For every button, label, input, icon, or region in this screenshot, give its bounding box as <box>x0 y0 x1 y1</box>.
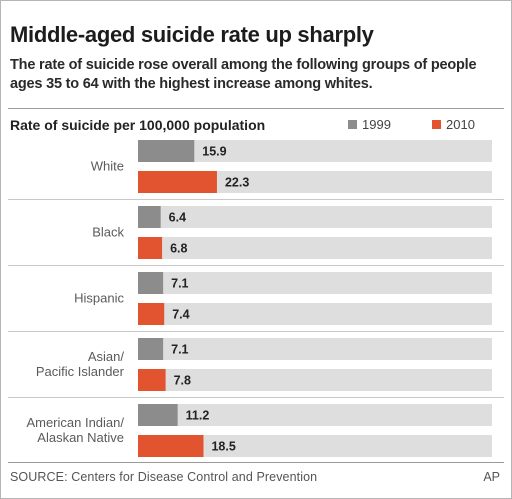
bar-track <box>138 206 492 228</box>
footer-divider <box>8 462 504 463</box>
category-label: White <box>91 159 124 174</box>
data-label-1999: 6.4 <box>169 211 186 225</box>
data-label-1999: 7.1 <box>171 277 188 291</box>
source-note: SOURCE: Centers for Disease Control and … <box>10 470 318 484</box>
value-axis-label: Rate of suicide per 100,000 population <box>10 117 266 133</box>
bar-2010 <box>138 435 204 457</box>
credit-label: AP <box>483 470 500 484</box>
category-label: Alaskan Native <box>37 430 124 445</box>
bar-track <box>138 140 492 162</box>
legend-item-1999: 1999 <box>348 117 391 132</box>
chart-subtitle: The rate of suicide rose overall among t… <box>10 57 477 92</box>
category-label: Pacific Islander <box>36 364 125 379</box>
bar-track <box>138 171 492 193</box>
chart-title: Middle-aged suicide rate up sharply <box>10 22 374 47</box>
legend-label-1999: 1999 <box>362 117 391 132</box>
bar-1999 <box>138 338 164 360</box>
bar-track <box>138 435 492 457</box>
bar-track <box>138 237 492 259</box>
bar-track <box>138 369 492 391</box>
data-label-2010: 7.4 <box>172 308 189 322</box>
legend-swatch-2010 <box>432 120 441 129</box>
bar-1999 <box>138 140 195 162</box>
bar-track <box>138 272 492 294</box>
data-label-2010: 6.8 <box>170 242 187 256</box>
data-label-2010: 22.3 <box>225 176 249 190</box>
data-label-1999: 11.2 <box>186 409 210 423</box>
data-label-1999: 15.9 <box>202 145 226 159</box>
bar-track <box>138 404 492 426</box>
bar-1999 <box>138 272 164 294</box>
data-label-2010: 18.5 <box>211 440 235 454</box>
data-label-2010: 7.8 <box>174 374 191 388</box>
bar-2010 <box>138 237 163 259</box>
data-label-1999: 7.1 <box>171 343 188 357</box>
legend-item-2010: 2010 <box>432 117 475 132</box>
category-label: American Indian/ <box>26 415 124 430</box>
legend-label-2010: 2010 <box>446 117 475 132</box>
bar-2010 <box>138 303 165 325</box>
bar-2010 <box>138 369 166 391</box>
bar-track <box>138 303 492 325</box>
header-divider <box>8 108 504 109</box>
bar-track <box>138 338 492 360</box>
bar-1999 <box>138 404 178 426</box>
legend-swatch-1999 <box>348 120 357 129</box>
bar-1999 <box>138 206 161 228</box>
category-label: Asian/ <box>88 349 125 364</box>
bar-2010 <box>138 171 217 193</box>
category-label: Hispanic <box>74 291 124 306</box>
category-label: Black <box>92 225 124 240</box>
